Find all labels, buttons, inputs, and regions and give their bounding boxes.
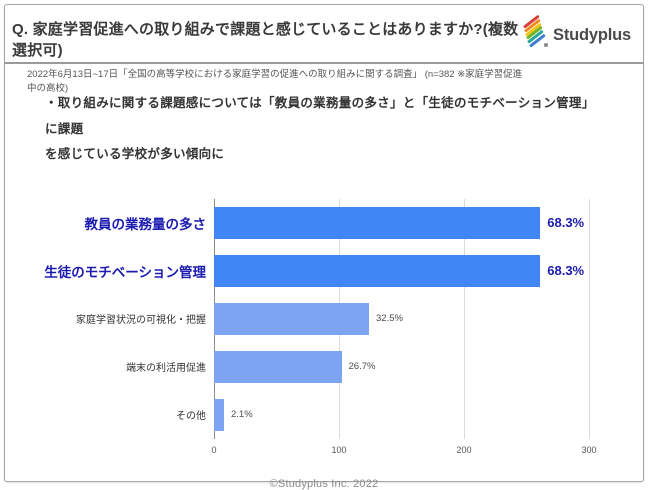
survey-card: Q. 家庭学習促進への取り組みで課題と感じていることはありますか?(複数選択可)… [4,4,644,490]
category-label: 教員の業務量の多さ [84,216,207,232]
bar-track: 68.3% [214,206,643,239]
studyplus-logo-text: Studyplus [553,25,631,44]
x-axis-tick-label: 300 [581,444,597,455]
bar [214,398,224,431]
studyplus-pencil-icon [523,14,550,49]
value-label: 68.3% [547,215,585,231]
logo-dot [544,43,548,47]
x-axis-tick-label: 200 [456,444,472,455]
header: Q. 家庭学習促進への取り組みで課題と感じていることはありますか?(複数選択可)… [5,5,643,94]
value-label: 2.1% [231,409,253,421]
survey-meta: 2022年6月13日~17日「全国の高等学校における家庭学習の促進への取り組みに… [27,69,523,94]
bar-row: 家庭学習状況の可視化・把握 32.5% [5,295,643,343]
category-label: 生徒のモチベーション管理 [44,264,206,280]
question-title: Q. 家庭学習促進への取り組みで課題と感じていることはありますか?(複数選択可) [12,21,519,59]
grid-line [589,198,590,439]
bar [214,302,369,335]
copyright: ©Studyplus Inc. 2022 [269,477,379,490]
category-label: 端末の利活用促進 [126,363,206,375]
x-axis: 0 100 200 300 [211,444,596,461]
bar [214,254,541,287]
bar-track: 26.7% [214,350,643,383]
bar [214,350,342,383]
bar-row: 端末の利活用促進 26.7% [5,343,643,391]
studyplus-logo: Studyplus [523,14,631,49]
bar-track: 68.3% [214,254,643,287]
bar-track: 32.5% [214,302,643,335]
value-label: 32.5% [376,313,403,325]
value-label: 68.3% [547,263,585,279]
grid-line [464,198,465,439]
category-label: その他 [176,411,206,423]
bar-row: 教員の業務量の多さ 68.3% [5,199,643,247]
header-text-block: Q. 家庭学習促進への取り組みで課題と感じていることはありますか?(複数選択可)… [12,5,523,94]
category-label: 家庭学習状況の可視化・把握 [76,315,206,327]
x-axis-tick-label: 100 [331,444,347,455]
bar-track: 2.1% [214,398,643,431]
bar-row: 生徒のモチベーション管理 68.3% [5,247,643,295]
value-label: 26.7% [348,361,376,373]
chart-rows: 教員の業務量の多さ 68.3% 生徒のモチベーション管理 68.3% 家庭学習状況の可視… [5,199,643,439]
bar [214,206,541,239]
bar-row: その他 2.1% [5,391,643,439]
key-finding-text: ・取り組みに関する課題感については「教員の業務量の多さ」と「生徒のモチベーション… [45,96,595,162]
x-axis-tick-label: 0 [211,444,217,455]
bar-chart: 教員の業務量の多さ 68.3% 生徒のモチベーション管理 68.3% 家庭学習状況の可視… [5,198,643,461]
